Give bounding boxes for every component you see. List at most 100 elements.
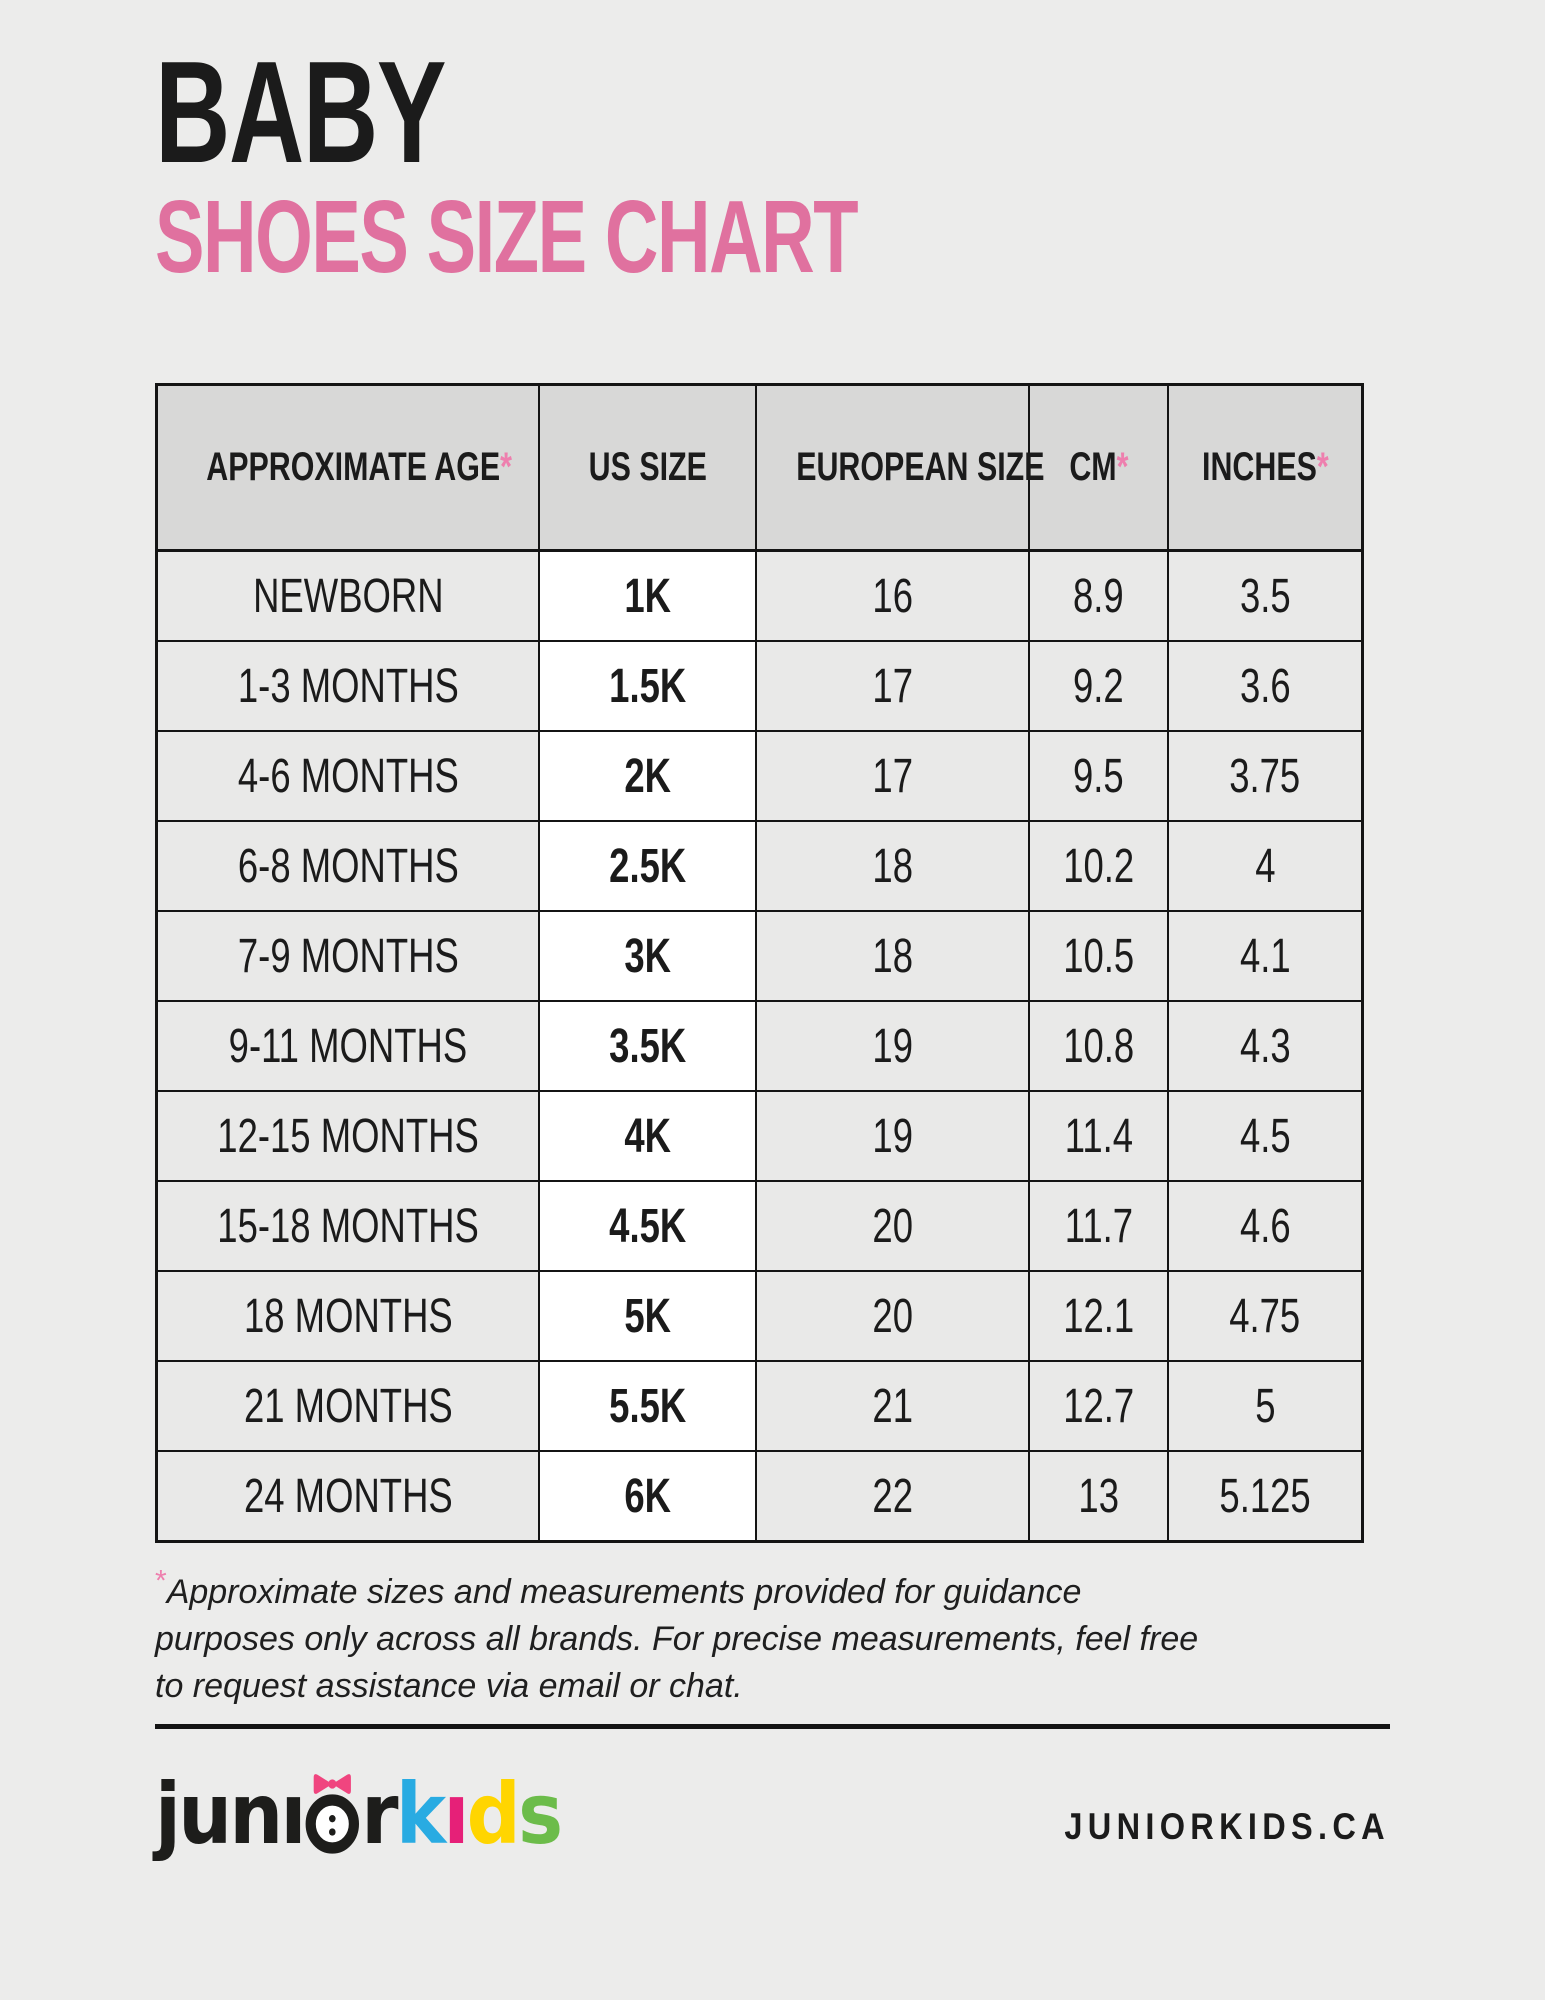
cell-european-size: 19 [754, 1000, 1030, 1092]
cell-us-size: 3.5K [538, 1000, 757, 1092]
cell-inches: 4.5 [1167, 1090, 1364, 1182]
cell-us-size: 3K [538, 910, 757, 1002]
logo-text-d: d [466, 1764, 521, 1863]
header-cm: CM* [1027, 383, 1170, 552]
table-row: 4-6 MONTHS 2K 17 9.5 3.75 [155, 730, 1364, 822]
header-label: EUROPEAN SIZE [796, 445, 1045, 489]
cell-age: NEWBORN [155, 549, 541, 642]
site-url-text: JUNIORKIDS.CA [1064, 1805, 1390, 1847]
cell-cm: 11.7 [1027, 1180, 1170, 1272]
cell-age: 6-8 MONTHS [155, 820, 541, 912]
cell-european-size: 20 [754, 1270, 1030, 1362]
cell-inches: 4.1 [1167, 910, 1364, 1002]
header-label: APPROXIMATE AGE [206, 445, 501, 489]
footnote-asterisk: * [155, 1564, 167, 1598]
header-asterisk: * [500, 445, 513, 489]
cell-cm: 13 [1027, 1450, 1170, 1543]
cell-european-size: 17 [754, 640, 1030, 732]
cell-age: 15-18 MONTHS [155, 1180, 541, 1272]
table-header-row: APPROXIMATE AGE* US SIZE EUROPEAN SIZE C… [155, 383, 1364, 552]
cell-european-size: 18 [754, 910, 1030, 1002]
header-label: US SIZE [588, 445, 707, 489]
header-european-size: EUROPEAN SIZE [754, 383, 1044, 552]
header-approximate-age: APPROXIMATE AGE* [155, 383, 541, 552]
logo-o-bowtie-icon [305, 1773, 360, 1854]
cell-inches: 5 [1167, 1360, 1364, 1452]
footnote-text: Approximate sizes and measurements provi… [155, 1573, 1199, 1705]
cell-european-size: 16 [754, 549, 1030, 642]
table-row: 6-8 MONTHS 2.5K 18 10.2 4 [155, 820, 1364, 912]
table-row: 18 MONTHS 5K 20 12.1 4.75 [155, 1270, 1364, 1362]
page-title-line2: SHOES SIZE CHART [155, 185, 1390, 288]
cell-inches: 4 [1167, 820, 1364, 912]
site-url: JUNIORKIDS.CA [1020, 1806, 1390, 1856]
header-us-size: US SIZE [538, 383, 757, 552]
logo-text-s: s [518, 1764, 563, 1863]
cell-age: 12-15 MONTHS [155, 1090, 541, 1182]
table-row: NEWBORN 1K 16 8.9 3.5 [155, 549, 1364, 642]
cell-cm: 10.2 [1027, 820, 1170, 912]
cell-us-size: 6K [538, 1450, 757, 1543]
logo-text-k: k [395, 1764, 446, 1863]
cell-cm: 8.9 [1027, 549, 1170, 642]
table-row: 24 MONTHS 6K 22 13 5.125 [155, 1450, 1364, 1543]
cell-age: 18 MONTHS [155, 1270, 541, 1362]
cell-cm: 12.7 [1027, 1360, 1170, 1452]
cell-european-size: 18 [754, 820, 1030, 912]
cell-inches: 5.125 [1167, 1450, 1364, 1543]
cell-inches: 4.3 [1167, 1000, 1364, 1092]
cell-age: 24 MONTHS [155, 1450, 541, 1543]
header-label: INCHES [1201, 445, 1317, 489]
header-label: CM [1068, 445, 1117, 489]
cell-us-size: 1.5K [538, 640, 757, 732]
cell-cm: 9.5 [1027, 730, 1170, 822]
footnote: *Approximate sizes and measurements prov… [155, 1566, 1230, 1710]
table-row: 9-11 MONTHS 3.5K 19 10.8 4.3 [155, 1000, 1364, 1092]
cell-european-size: 20 [754, 1180, 1030, 1272]
page-title-line1: BABY [155, 40, 1390, 185]
cell-us-size: 2K [538, 730, 757, 822]
table-row: 1-3 MONTHS 1.5K 17 9.2 3.6 [155, 640, 1364, 732]
cell-cm: 10.8 [1027, 1000, 1170, 1092]
cell-us-size: 1K [538, 549, 757, 642]
cell-age: 7-9 MONTHS [155, 910, 541, 1002]
cell-european-size: 21 [754, 1360, 1030, 1452]
cell-cm: 11.4 [1027, 1090, 1170, 1182]
header-asterisk: * [1316, 445, 1329, 489]
cell-cm: 12.1 [1027, 1270, 1170, 1362]
cell-european-size: 17 [754, 730, 1030, 822]
cell-age: 1-3 MONTHS [155, 640, 541, 732]
content: BABY SHOES SIZE CHART APPROXIMATE AGE* U… [155, 40, 1390, 1856]
logo-text-jun: jun [155, 1764, 283, 1863]
logo-text-r: r [361, 1764, 398, 1863]
cell-age: 21 MONTHS [155, 1360, 541, 1452]
cell-us-size: 4.5K [538, 1180, 757, 1272]
cell-inches: 3.5 [1167, 549, 1364, 642]
cell-european-size: 19 [754, 1090, 1030, 1182]
cell-us-size: 5.5K [538, 1360, 757, 1452]
cell-age: 4-6 MONTHS [155, 730, 541, 822]
cell-us-size: 2.5K [538, 820, 757, 912]
cell-age: 9-11 MONTHS [155, 1000, 541, 1092]
size-chart-table: APPROXIMATE AGE* US SIZE EUROPEAN SIZE C… [155, 383, 1364, 1543]
cell-cm: 10.5 [1027, 910, 1170, 1002]
cell-european-size: 22 [754, 1450, 1030, 1543]
cell-cm: 9.2 [1027, 640, 1170, 732]
cell-us-size: 5K [538, 1270, 757, 1362]
divider-line [155, 1723, 1390, 1729]
page-title-line1-text: BABY [155, 31, 446, 193]
table-row: 12-15 MONTHS 4K 19 11.4 4.5 [155, 1090, 1364, 1182]
table-row: 21 MONTHS 5.5K 21 12.7 5 [155, 1360, 1364, 1452]
cell-inches: 3.6 [1167, 640, 1364, 732]
header-asterisk: * [1116, 445, 1129, 489]
page-title-line2-text: SHOES SIZE CHART [155, 179, 859, 294]
table-row: 15-18 MONTHS 4.5K 20 11.7 4.6 [155, 1180, 1364, 1272]
cell-us-size: 4K [538, 1090, 757, 1182]
table-row: 7-9 MONTHS 3K 18 10.5 4.1 [155, 910, 1364, 1002]
logo-text-i2: ı [443, 1764, 469, 1863]
header-inches: INCHES* [1167, 383, 1364, 552]
cell-inches: 4.75 [1167, 1270, 1364, 1362]
